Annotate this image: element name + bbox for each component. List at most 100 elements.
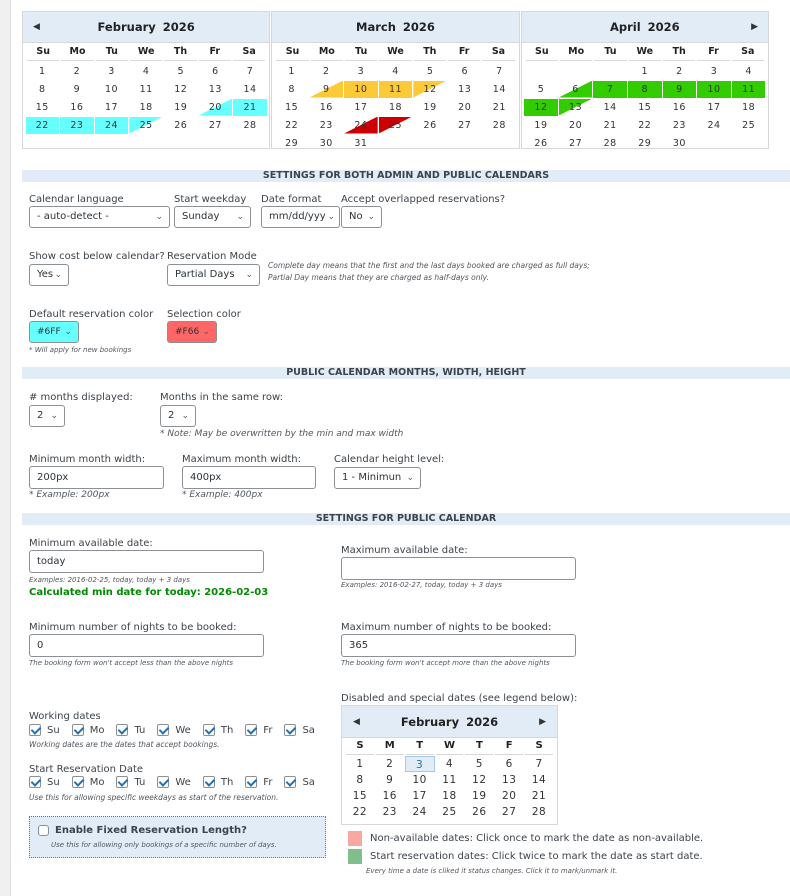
- checkbox[interactable]: [116, 776, 129, 788]
- day-cell[interactable]: 25: [435, 804, 465, 820]
- day-cell[interactable]: 7: [593, 80, 627, 98]
- day-cell[interactable]: 24: [94, 116, 129, 134]
- day-cell[interactable]: 13: [199, 81, 233, 98]
- day-cell[interactable]: 1: [628, 63, 662, 80]
- day-cell[interactable]: 5: [524, 81, 558, 98]
- day-cell[interactable]: 18: [732, 99, 766, 116]
- day-cell[interactable]: 1: [26, 63, 60, 80]
- day-cell[interactable]: 23: [375, 804, 405, 820]
- day-cell[interactable]: 10: [697, 80, 731, 98]
- day-cell[interactable]: 22: [25, 116, 60, 134]
- day-cell[interactable]: 12: [413, 81, 447, 98]
- day-cell[interactable]: 28: [524, 804, 554, 820]
- checkbox[interactable]: [116, 724, 129, 736]
- weekday-checkbox-su[interactable]: Su: [29, 724, 60, 736]
- day-cell[interactable]: 5: [413, 63, 447, 80]
- day-cell[interactable]: 27: [199, 117, 233, 134]
- day-cell[interactable]: 18: [435, 788, 465, 804]
- max-month-width-input[interactable]: 400px: [182, 466, 316, 489]
- weekday-checkbox-sa[interactable]: Sa: [284, 724, 315, 736]
- day-cell[interactable]: 5: [164, 63, 198, 80]
- months-same-row-select[interactable]: 2 ⌄: [160, 405, 196, 427]
- calendar-height-select[interactable]: 1 - Minimun ⌄: [334, 467, 421, 489]
- day-cell[interactable]: 14: [483, 81, 517, 98]
- weekday-checkbox-th[interactable]: Th: [202, 724, 233, 736]
- weekday-checkbox-we[interactable]: We: [157, 724, 191, 736]
- day-cell[interactable]: 11: [731, 80, 766, 98]
- day-cell[interactable]: 25: [379, 117, 413, 134]
- day-cell[interactable]: 12: [164, 81, 198, 98]
- day-cell[interactable]: 6: [448, 63, 482, 80]
- day-cell[interactable]: 15: [275, 99, 309, 116]
- day-cell[interactable]: 9: [309, 81, 343, 98]
- day-cell[interactable]: 21: [233, 98, 267, 116]
- day-cell[interactable]: 9: [662, 80, 697, 98]
- day-cell[interactable]: 16: [60, 99, 94, 116]
- day-cell[interactable]: 24: [697, 117, 731, 134]
- day-cell[interactable]: 3: [697, 63, 731, 80]
- day-cell[interactable]: 2: [309, 63, 343, 80]
- day-cell[interactable]: 7: [483, 63, 517, 80]
- day-cell[interactable]: 21: [483, 99, 517, 116]
- day-cell[interactable]: 23: [663, 117, 697, 134]
- weekday-checkbox-su[interactable]: Su: [29, 776, 60, 788]
- day-cell[interactable]: 28: [483, 117, 517, 134]
- day-cell[interactable]: 10: [405, 772, 435, 788]
- day-cell[interactable]: 26: [413, 117, 447, 134]
- day-cell[interactable]: 29: [628, 135, 662, 152]
- day-cell[interactable]: 22: [628, 117, 662, 134]
- day-cell[interactable]: 1: [345, 756, 375, 772]
- day-cell[interactable]: 26: [464, 804, 494, 820]
- default-color-select[interactable]: #6FF ⌄: [29, 321, 79, 343]
- calendar-language-select[interactable]: - auto-detect - ⌄: [29, 206, 170, 228]
- checkbox[interactable]: [245, 724, 258, 736]
- day-cell[interactable]: 11: [129, 81, 163, 98]
- day-cell[interactable]: 4: [732, 63, 766, 80]
- day-cell[interactable]: 17: [697, 99, 731, 116]
- checkbox[interactable]: [157, 724, 170, 736]
- weekday-checkbox-th[interactable]: Th: [202, 776, 233, 788]
- day-cell[interactable]: 7: [524, 756, 554, 772]
- day-cell[interactable]: 23: [60, 116, 94, 134]
- day-cell[interactable]: 19: [464, 788, 494, 804]
- prev-month-icon[interactable]: ◀: [353, 717, 360, 727]
- day-cell[interactable]: 15: [628, 99, 662, 116]
- day-cell[interactable]: 3: [344, 63, 378, 80]
- start-weekday-select[interactable]: Sunday ⌄: [174, 206, 251, 228]
- day-cell[interactable]: 26: [164, 117, 198, 134]
- checkbox[interactable]: [71, 724, 84, 736]
- day-cell[interactable]: 6: [199, 63, 233, 80]
- day-cell[interactable]: 19: [413, 99, 447, 116]
- day-cell[interactable]: 1: [275, 63, 309, 80]
- day-cell[interactable]: 16: [663, 99, 697, 116]
- day-cell[interactable]: 4: [379, 63, 413, 80]
- day-cell[interactable]: 13: [494, 772, 524, 788]
- checkbox[interactable]: [284, 724, 297, 736]
- day-cell[interactable]: 27: [559, 135, 593, 152]
- day-cell[interactable]: 14: [524, 772, 554, 788]
- weekday-checkbox-sa[interactable]: Sa: [284, 776, 315, 788]
- day-cell[interactable]: 18: [129, 99, 163, 116]
- day-cell[interactable]: 8: [26, 81, 60, 98]
- day-cell[interactable]: 19: [164, 99, 198, 116]
- weekday-checkbox-mo[interactable]: Mo: [71, 776, 104, 788]
- day-cell[interactable]: 31: [344, 135, 378, 152]
- day-cell[interactable]: 13: [448, 81, 482, 98]
- fixed-length-toggle[interactable]: Enable Fixed Reservation Length?: [38, 825, 247, 836]
- day-cell[interactable]: 25: [129, 117, 163, 134]
- weekday-checkbox-we[interactable]: We: [157, 776, 191, 788]
- selection-color-select[interactable]: #F66 ⌄: [167, 321, 217, 343]
- day-cell[interactable]: 7: [233, 63, 267, 80]
- day-cell[interactable]: 12: [524, 98, 558, 116]
- day-cell[interactable]: 2: [375, 756, 405, 772]
- accept-overlapped-select[interactable]: No ⌄: [341, 206, 382, 228]
- day-cell[interactable]: 29: [275, 135, 309, 152]
- fixed-length-checkbox[interactable]: [38, 825, 49, 836]
- next-month-icon[interactable]: ▶: [539, 717, 546, 727]
- day-cell[interactable]: 17: [344, 99, 378, 116]
- day-cell[interactable]: 12: [464, 772, 494, 788]
- day-cell[interactable]: 4: [129, 63, 163, 80]
- day-cell[interactable]: 8: [345, 772, 375, 788]
- checkbox[interactable]: [284, 776, 297, 788]
- day-cell[interactable]: 15: [345, 788, 375, 804]
